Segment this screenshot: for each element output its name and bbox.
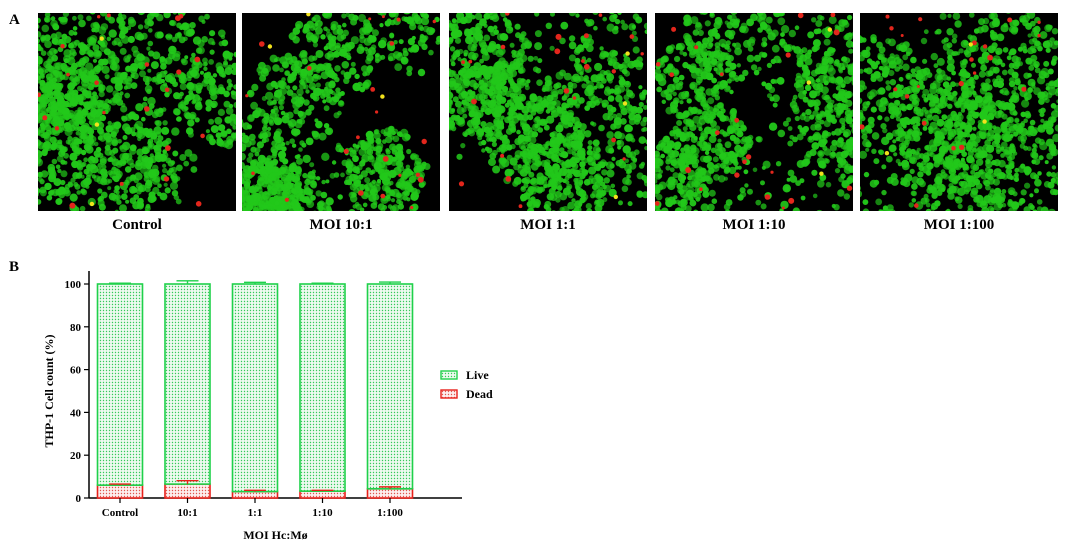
bar-live xyxy=(366,283,414,490)
bar-live xyxy=(299,283,346,492)
bar-dead xyxy=(96,484,144,499)
micrograph-moi-1-10 xyxy=(655,13,853,211)
panel-a-letter: A xyxy=(9,12,20,28)
legend-swatch xyxy=(440,370,458,380)
bar-live xyxy=(96,283,144,486)
bar-dead xyxy=(231,490,279,499)
x-tick-label: 10:1 xyxy=(177,507,197,519)
chart-legend: Live Dead xyxy=(440,368,493,401)
legend-label: Dead xyxy=(466,387,493,401)
micrograph-label-moi-1-1: MOI 1:1 xyxy=(520,217,576,233)
micrograph-label-control: Control xyxy=(112,217,162,233)
legend-swatch xyxy=(440,389,458,399)
micrograph-label-moi-10-1: MOI 10:1 xyxy=(309,217,373,233)
y-tick-label: 40 xyxy=(70,407,82,419)
y-tick-label: 60 xyxy=(70,365,82,377)
y-tick-label: 20 xyxy=(70,450,82,462)
legend-label: Live xyxy=(466,368,489,382)
x-tick-label: 1:100 xyxy=(377,507,403,519)
micrograph-moi-10-1 xyxy=(242,13,440,211)
micrograph-moi-1-1 xyxy=(449,13,647,211)
panel-b-letter: B xyxy=(9,259,20,275)
bar-dead xyxy=(366,487,414,499)
x-axis-label: MOI Hc:Mø xyxy=(243,528,307,542)
bar-live xyxy=(231,283,279,493)
x-tick-label: 1:1 xyxy=(248,507,263,519)
micrograph-control xyxy=(38,13,236,211)
x-tick-label: Control xyxy=(102,507,138,519)
micrograph-label-moi-1-10: MOI 1:10 xyxy=(722,217,786,233)
y-tick-label: 0 xyxy=(76,493,82,505)
micrograph-label-moi-1-100: MOI 1:100 xyxy=(923,217,995,233)
y-axis-label: THP-1 Cell count (%) xyxy=(42,335,56,448)
y-tick-label: 80 xyxy=(70,322,82,334)
x-tick-label: 1:10 xyxy=(312,507,333,519)
bar-dead xyxy=(299,490,346,499)
bar-live xyxy=(164,283,211,485)
y-tick-label: 100 xyxy=(65,279,82,291)
bar-dead xyxy=(164,483,211,499)
stacked-bar-chart: 0 20 40 60 80 100 Control 10:1 1:1 1:10 1:100 THP… xyxy=(42,271,493,542)
micrograph-moi-1-100 xyxy=(860,13,1058,211)
